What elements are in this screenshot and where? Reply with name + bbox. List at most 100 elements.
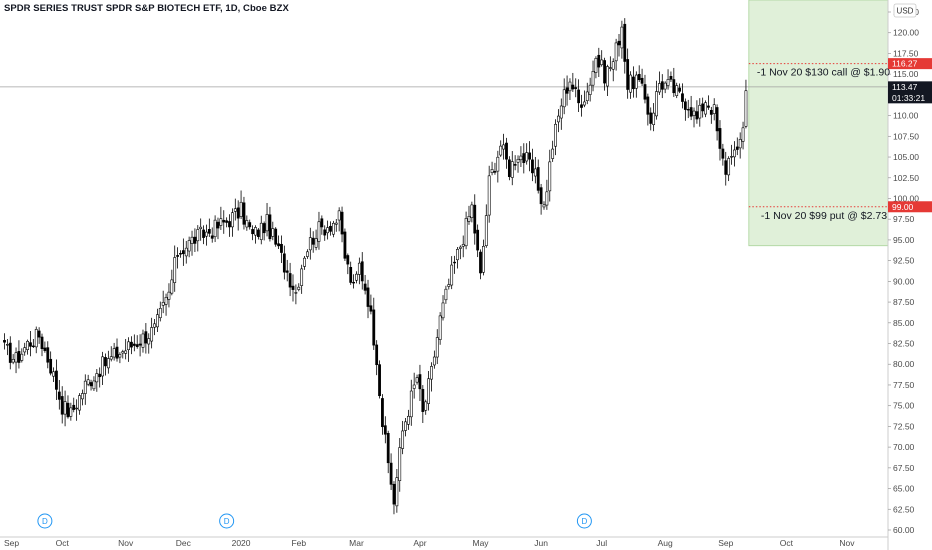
time-tick-label: Nov: [839, 538, 855, 548]
candle-body: [118, 354, 122, 358]
candle-body: [614, 42, 618, 62]
candle-body: [381, 398, 384, 428]
candle-body: [496, 156, 500, 172]
candle-body: [510, 161, 514, 178]
candle-body: [101, 356, 104, 377]
candle-body: [248, 222, 252, 228]
dividend-marker[interactable]: [576, 513, 592, 529]
candle-body: [389, 462, 393, 485]
candle-body: [386, 432, 390, 464]
candle-body: [554, 123, 557, 147]
candle-body: [712, 104, 716, 114]
candle-body: [456, 249, 459, 261]
candle-body: [57, 391, 61, 400]
candle-body: [657, 83, 661, 93]
candle-body: [441, 302, 445, 319]
call-note: -1 Nov 20 $130 call @ $1.90: [757, 67, 890, 79]
candle-body: [686, 108, 690, 111]
candle-body: [629, 74, 632, 93]
candle-body: [450, 264, 454, 286]
price-tick-label: 92.50: [893, 256, 915, 266]
candle-body: [698, 104, 702, 119]
candle-body: [78, 395, 81, 411]
time-tick-label: Feb: [291, 538, 306, 548]
candle-body: [669, 76, 673, 80]
candle-body: [487, 175, 491, 216]
candle-body: [418, 374, 422, 390]
candle-body: [507, 159, 511, 177]
candle-body: [730, 156, 733, 158]
candle-body: [29, 342, 32, 347]
price-tick-label: 67.50: [893, 463, 915, 473]
candle-body: [60, 396, 64, 415]
candle-body: [69, 407, 73, 417]
candle-body: [412, 384, 416, 389]
candle-body: [640, 77, 644, 84]
candle-body: [184, 247, 188, 257]
currency-badge[interactable]: [893, 3, 917, 18]
candle-body: [213, 219, 217, 238]
price-tick-label: 62.50: [893, 504, 915, 514]
dividend-label: D: [224, 517, 230, 526]
candle-body: [608, 67, 612, 69]
candle-body: [158, 308, 162, 319]
candle-body: [23, 347, 27, 353]
candle-body: [86, 379, 90, 385]
target-range-box[interactable]: [748, 0, 889, 247]
candle-body: [14, 352, 18, 363]
candle-body: [144, 331, 148, 344]
time-tick-label: Jun: [534, 538, 548, 548]
candle-body: [675, 85, 679, 96]
price-tick-label: 85.00: [893, 318, 915, 328]
candle-body: [559, 105, 563, 119]
time-tick-label: Oct: [56, 538, 70, 548]
candle-body: [112, 348, 116, 358]
last-price-label: 113.47: [892, 82, 918, 92]
price-tick-label: 117.50: [893, 48, 919, 58]
candle-body: [308, 237, 312, 251]
candle-body: [721, 148, 725, 159]
candle-body: [5, 344, 9, 346]
candle-body: [329, 225, 332, 232]
candle-body: [3, 340, 6, 343]
candle-body: [490, 169, 494, 173]
candle-body: [536, 167, 540, 191]
candle-body: [280, 243, 283, 253]
candle-body: [363, 283, 367, 291]
candle-body: [127, 341, 130, 351]
candle-body: [378, 364, 381, 397]
candle-body: [634, 74, 638, 89]
price-tick-label: 115.00: [893, 69, 919, 79]
candle-body: [476, 229, 480, 251]
candle-body: [695, 111, 699, 120]
candle-body: [502, 144, 506, 150]
candle-body: [539, 187, 543, 205]
candle-body: [562, 89, 566, 108]
price-tick-label: 65.00: [893, 484, 915, 494]
candle-body: [72, 404, 76, 410]
candle-body: [210, 235, 214, 239]
candle-body: [277, 243, 280, 247]
candle-body: [617, 40, 621, 46]
candle-body: [104, 357, 107, 367]
chart-title: SPDR SERIES TRUST SPDR S&P BIOTECH ETF, …: [4, 3, 289, 14]
candle-body: [366, 287, 370, 307]
candle-body: [704, 102, 707, 115]
candle-body: [26, 340, 29, 350]
candle-body: [574, 87, 578, 89]
dividend-marker[interactable]: [37, 513, 53, 529]
candle-body: [557, 115, 560, 123]
candle-body: [427, 378, 430, 404]
candle-body: [360, 261, 364, 282]
candle-body: [150, 327, 154, 342]
candle-body: [173, 257, 177, 283]
dividend-marker[interactable]: [219, 513, 235, 529]
candle-body: [435, 337, 439, 358]
candle-body: [167, 291, 171, 300]
candle-body: [216, 221, 220, 229]
candle-body: [196, 229, 200, 242]
candle-body: [432, 356, 436, 366]
dividend-label: D: [581, 517, 587, 526]
candle-body: [398, 447, 402, 481]
